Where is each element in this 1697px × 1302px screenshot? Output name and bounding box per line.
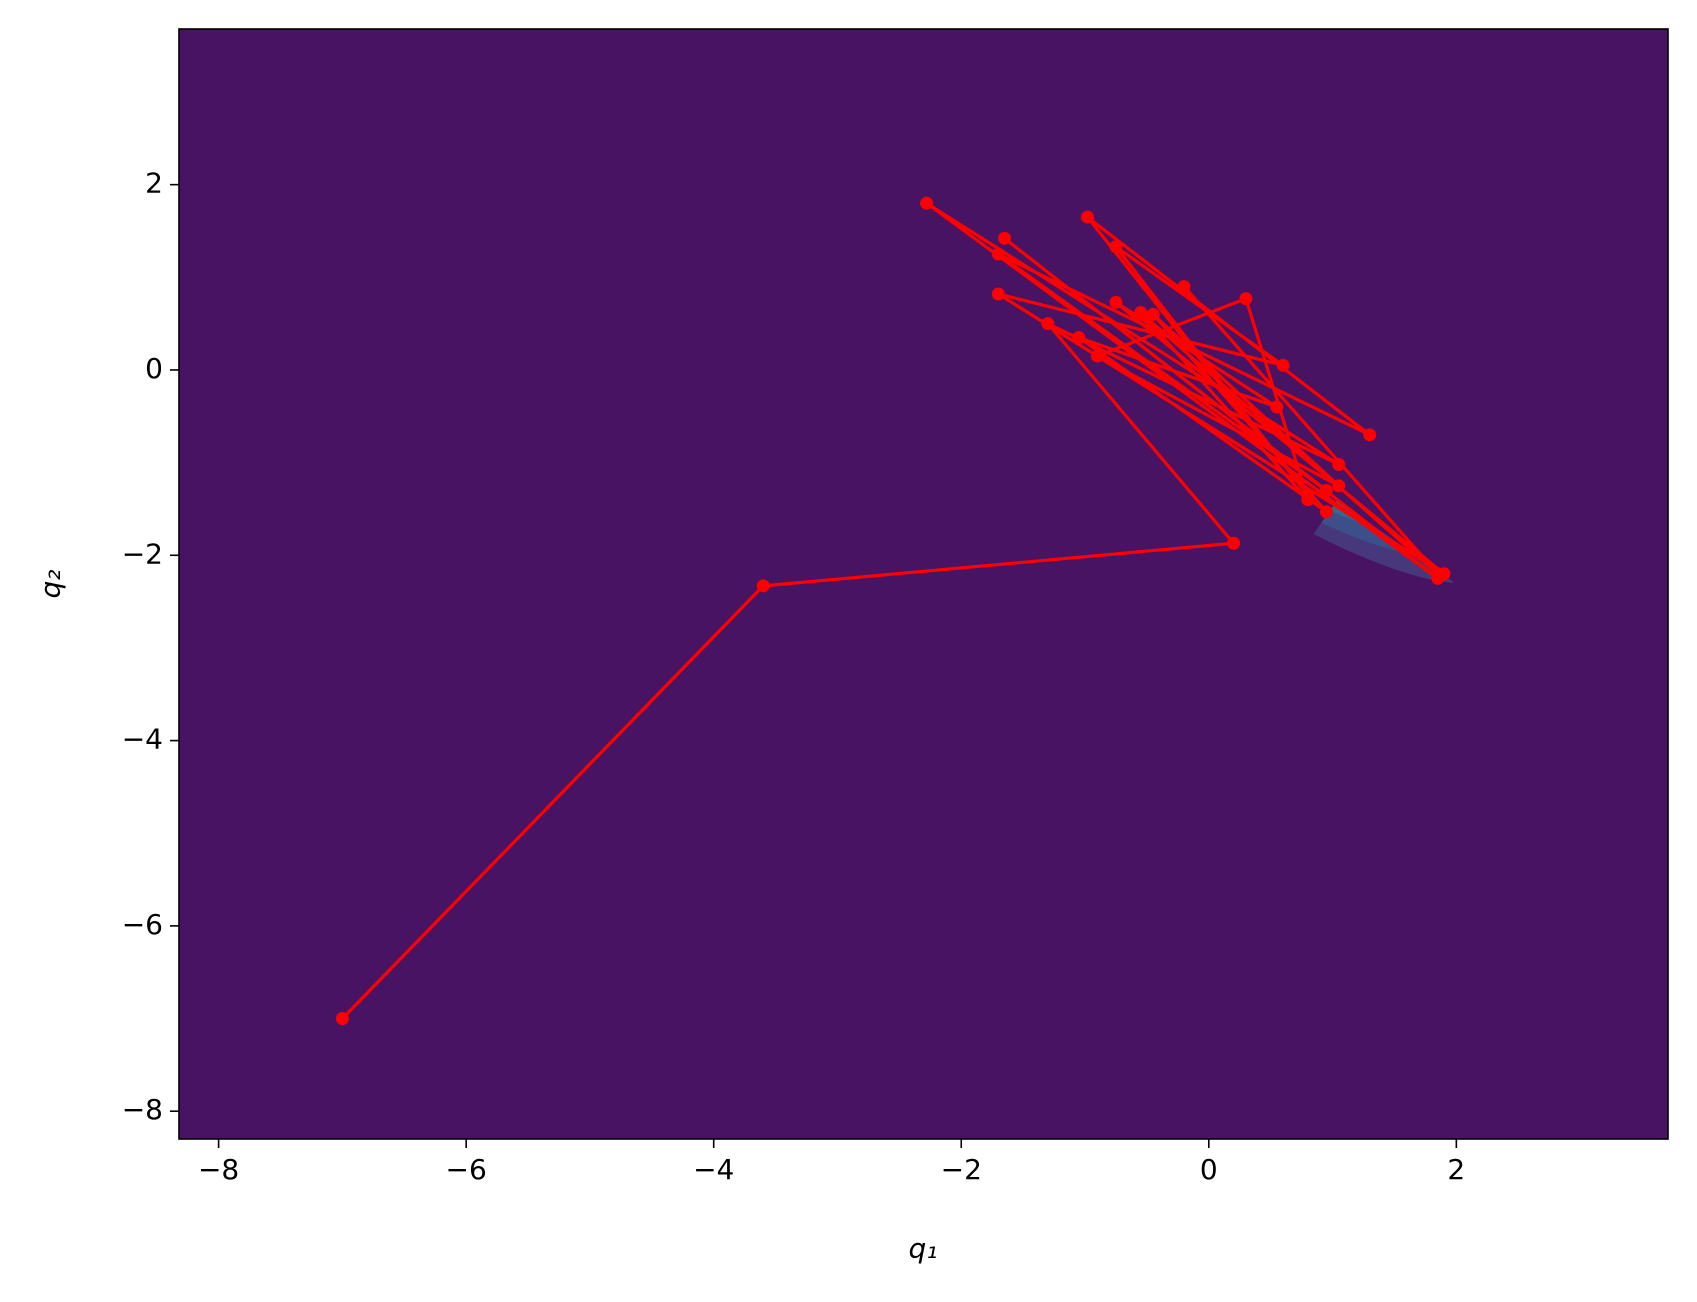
trajectory-point	[1146, 307, 1160, 321]
trajectory-point	[1332, 457, 1346, 471]
trajectory-point	[1177, 280, 1191, 294]
x-tick-label: −2	[941, 1153, 982, 1186]
y-tick-label: 2	[145, 167, 163, 200]
trajectory-point	[1109, 240, 1123, 254]
trajectory-point	[1301, 493, 1315, 507]
trajectory-point	[335, 1012, 349, 1026]
trajectory-point	[1041, 317, 1055, 331]
trajectory-point	[998, 231, 1012, 245]
trajectory-point	[1276, 358, 1290, 372]
trajectory-point	[1332, 479, 1346, 493]
x-tick-label: −4	[693, 1153, 734, 1186]
x-tick-label: −6	[446, 1153, 487, 1186]
y-tick-label: −6	[122, 908, 163, 941]
trajectory-point	[1431, 567, 1445, 581]
trajectory-point	[1134, 306, 1148, 320]
axes-frame	[178, 28, 1669, 1140]
trajectory-point	[1319, 505, 1333, 519]
trajectory-point	[1239, 292, 1253, 306]
trajectory-point	[991, 287, 1005, 301]
trajectory-point	[1072, 331, 1086, 345]
y-tick-label: −2	[122, 537, 163, 570]
plot-background	[179, 29, 1668, 1139]
y-tick-label: −4	[122, 723, 163, 756]
y-axis-label: q₂	[34, 570, 67, 599]
x-tick-label: −8	[198, 1153, 239, 1186]
trajectory-point	[920, 196, 934, 210]
x-tick-label: 2	[1447, 1153, 1465, 1186]
trajectory-point	[991, 247, 1005, 261]
trajectory-point	[1270, 400, 1284, 414]
trajectory-point	[756, 579, 770, 593]
x-tick-label: 0	[1200, 1153, 1218, 1186]
trajectory-point	[1090, 349, 1104, 363]
trajectory-point	[1363, 428, 1377, 442]
trajectory-point	[1081, 210, 1095, 224]
y-tick-label: −8	[122, 1093, 163, 1126]
trajectory-point	[1319, 483, 1333, 497]
trajectory-point	[1109, 295, 1123, 309]
plot-area	[335, 196, 1451, 1026]
y-tick-label: 0	[145, 352, 163, 385]
trajectory-point	[1227, 536, 1241, 550]
x-axis-label: q₁	[909, 1232, 938, 1265]
